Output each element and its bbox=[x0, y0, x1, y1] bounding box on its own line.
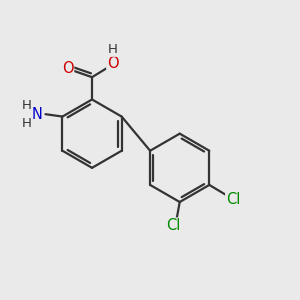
Text: O: O bbox=[62, 61, 74, 76]
Text: N: N bbox=[32, 107, 43, 122]
Text: Cl: Cl bbox=[226, 192, 240, 207]
Text: H: H bbox=[108, 43, 118, 56]
Text: H: H bbox=[22, 99, 32, 112]
Text: O: O bbox=[107, 56, 119, 71]
Text: Cl: Cl bbox=[167, 218, 181, 233]
Text: H: H bbox=[22, 117, 32, 130]
